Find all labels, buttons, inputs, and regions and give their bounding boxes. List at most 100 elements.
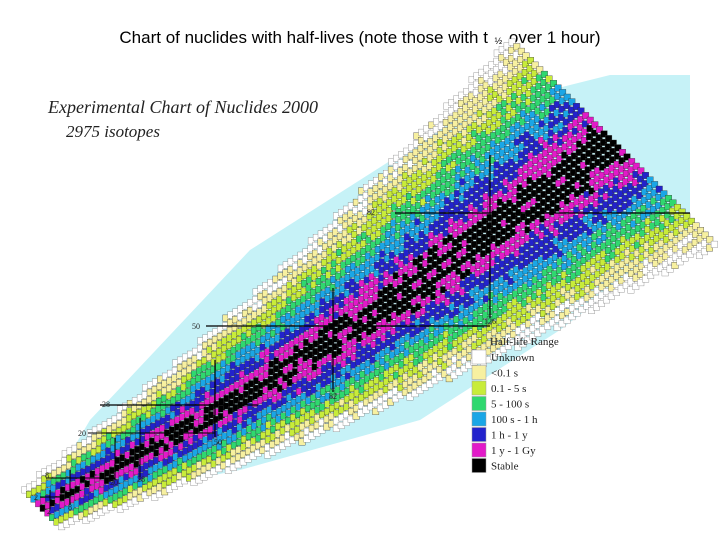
nuclide-cell — [646, 176, 654, 184]
nuclide-cell — [475, 151, 482, 159]
nuclide-cell — [531, 292, 538, 300]
nuclide-cell — [502, 75, 510, 83]
nuclide-cell — [564, 292, 572, 300]
nuclide-cell — [547, 249, 555, 257]
nuclide-cell — [446, 148, 454, 156]
nuclide-cell — [455, 165, 463, 173]
nuclide-cell — [548, 233, 556, 240]
nuclide-cell — [438, 217, 446, 224]
nuclide-cell — [512, 68, 520, 75]
nuclide-cell — [503, 50, 511, 58]
legend-label: 1 h - 1 y — [491, 430, 528, 442]
legend-label: 100 s - 1 h — [491, 414, 538, 426]
nuclide-cell — [542, 133, 550, 141]
nuclide-cell — [471, 130, 478, 138]
nuclide-cell — [462, 215, 470, 223]
nuclide-cell — [613, 272, 621, 280]
nuclide-cell — [594, 262, 602, 270]
nuclide-cell — [574, 285, 582, 293]
nuclide-cell — [496, 317, 504, 325]
nuclide-cell — [467, 101, 475, 108]
nuclide-cell — [565, 156, 573, 164]
nuclide-cell — [427, 146, 435, 154]
nuclide-cell — [443, 110, 451, 118]
nuclide-cell — [563, 110, 570, 118]
nuclide-cell — [599, 163, 607, 171]
nuclide-cell — [491, 210, 499, 218]
nuclide-cell — [468, 187, 476, 195]
nuclide-cell — [592, 216, 599, 224]
nuclide-cell — [599, 258, 607, 266]
nuclide-cell — [501, 321, 508, 329]
nuclide-cell — [449, 185, 457, 193]
nuclide-cell — [457, 116, 465, 124]
nuclide-cell — [543, 228, 551, 236]
nuclide-cell — [579, 281, 587, 289]
nuclide-cell — [601, 217, 609, 225]
nuclide-cell — [370, 225, 378, 233]
nuclide-cell — [556, 258, 564, 266]
nuclide-cell — [466, 117, 474, 125]
nuclide-cell — [493, 177, 500, 185]
nuclide-cell — [482, 201, 490, 209]
nuclide-cell — [504, 240, 512, 248]
nuclide-cell — [562, 230, 570, 238]
nuclide-cell — [453, 95, 461, 103]
nuclide-cell — [626, 207, 633, 215]
nuclide-cell — [431, 150, 439, 158]
nuclide-cell — [496, 95, 504, 103]
nuclide-cell — [565, 172, 573, 180]
nuclide-cell — [535, 74, 543, 82]
nuclide-cell — [489, 140, 497, 148]
nuclide-cell — [482, 81, 490, 89]
nuclide-cell — [572, 111, 580, 119]
nuclide-cell — [481, 123, 488, 130]
nuclide-cell — [476, 221, 484, 229]
nuclide-cell — [648, 239, 656, 246]
nuclide-cell — [507, 286, 515, 293]
nuclide-cell — [487, 197, 495, 205]
nuclide-cell — [516, 72, 524, 80]
nuclide-cell — [667, 240, 675, 248]
nuclide-cell — [467, 109, 475, 117]
nuclide-cell — [647, 263, 655, 271]
nuclide-cell — [611, 202, 619, 210]
nuclide-cell — [609, 251, 617, 259]
nuclide-cell — [421, 158, 429, 165]
legend-label: <0.1 s — [491, 368, 518, 380]
nuclide-cell — [506, 88, 514, 96]
nuclide-cell — [462, 104, 470, 112]
nuclide-cell — [599, 147, 607, 154]
nuclide-cell — [498, 46, 506, 53]
nuclide-cell — [510, 323, 518, 330]
nuclide-cell — [421, 267, 429, 275]
nuclide-cell — [623, 153, 631, 161]
nuclide-cell — [677, 233, 685, 241]
legend-label: 5 - 100 s — [491, 399, 529, 411]
nuclide-cell — [501, 211, 508, 219]
nuclide-cell — [503, 162, 511, 170]
nuclide-cell — [441, 160, 448, 167]
nuclide-cell — [549, 104, 556, 112]
nuclide-cell — [549, 311, 557, 318]
nuclide-cell — [527, 160, 535, 168]
nuclide-cell — [414, 210, 422, 218]
nuclide-cell — [586, 125, 594, 132]
nuclide-cell — [687, 234, 695, 242]
nuclide-cell — [423, 133, 430, 141]
nuclide-cell — [514, 335, 522, 343]
nuclide-cell — [423, 125, 431, 133]
nuclide-cell — [366, 220, 374, 228]
nuclide-cell — [544, 306, 552, 314]
nuclide-cell — [467, 321, 475, 329]
nuclide-cell — [535, 297, 543, 305]
nuclide-cell — [498, 268, 506, 276]
nuclide-cell — [554, 188, 562, 196]
nuclide-cell — [631, 187, 639, 195]
nuclide-cell — [490, 115, 498, 123]
nuclide-cell — [663, 228, 671, 235]
nuclide-cell — [428, 232, 436, 240]
nuclide-cell — [608, 164, 616, 172]
nuclide-cell — [706, 244, 713, 252]
nuclide-cell — [574, 181, 582, 189]
